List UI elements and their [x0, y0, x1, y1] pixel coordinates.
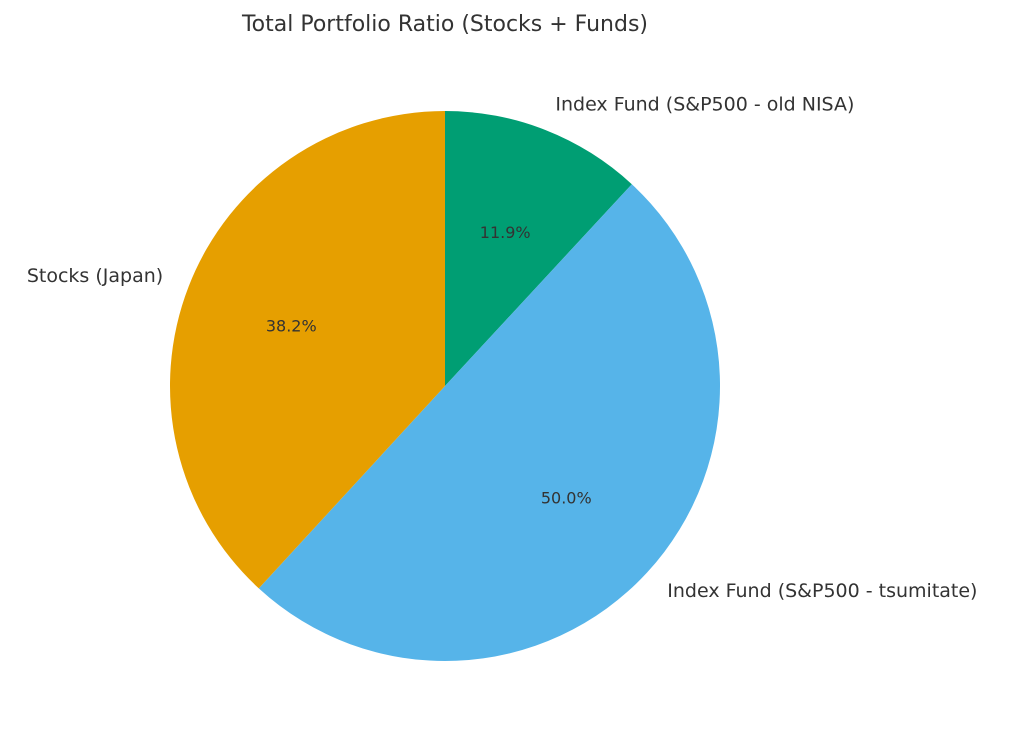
slice-percent-label: 50.0% — [541, 488, 592, 507]
slice-label: Index Fund (S&P500 - old NISA) — [555, 93, 854, 115]
slice-percent-label: 38.2% — [266, 317, 317, 336]
pie-slice — [169, 111, 445, 589]
pie-slices — [169, 111, 721, 662]
pie-slice — [445, 111, 632, 386]
pie-labels: Index Fund (S&P500 - old NISA) 11.9% Index… — [27, 93, 978, 602]
pie-slice — [258, 184, 721, 662]
slice-percent-label: 11.9% — [480, 223, 531, 242]
slice-label: Index Fund (S&P500 - tsumitate) — [667, 580, 977, 602]
chart-title: Total Portfolio Ratio (Stocks + Funds) — [241, 12, 648, 37]
slice-label: Stocks (Japan) — [27, 265, 163, 287]
